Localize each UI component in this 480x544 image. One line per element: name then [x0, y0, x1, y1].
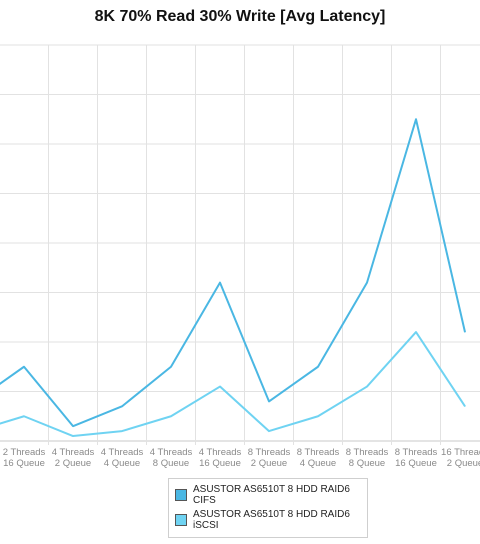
data-point-0-10: [464, 331, 466, 333]
x-tick-label: 4 Threads 16 Queue: [199, 447, 242, 469]
data-point-0-1: [23, 366, 25, 368]
data-point-0-4: [170, 366, 172, 368]
data-point-1-2: [72, 435, 74, 437]
x-tick-label: 8 Threads 16 Queue: [395, 447, 438, 469]
data-point-1-5: [219, 386, 221, 388]
grid-lines: [0, 44, 480, 445]
legend-label-iscsi: ASUSTOR AS6510T 8 HDD RAID6 iSCSI: [193, 509, 350, 531]
chart-title: 8K 70% Read 30% Write [Avg Latency]: [94, 8, 386, 25]
series-lines: [0, 118, 466, 438]
chart-legend: ASUSTOR AS6510T 8 HDD RAID6 CIFS ASUSTOR…: [168, 478, 368, 538]
x-tick-label: 4 Threads 4 Queue: [101, 447, 144, 469]
data-point-1-8: [366, 386, 368, 388]
data-point-1-1: [23, 415, 25, 417]
data-point-1-10: [464, 405, 466, 407]
x-tick-label: 8 Threads 2 Queue: [248, 447, 291, 469]
data-point-0-5: [219, 282, 221, 284]
data-point-0-8: [366, 282, 368, 284]
data-point-1-4: [170, 415, 172, 417]
data-point-1-6: [268, 430, 270, 432]
legend-label-cifs: ASUSTOR AS6510T 8 HDD RAID6 CIFS: [193, 484, 350, 506]
x-tick-label: 8 Threads 4 Queue: [297, 447, 340, 469]
series-line-0: [0, 118, 466, 428]
legend-swatch-iscsi: [175, 514, 187, 526]
data-point-0-7: [317, 366, 319, 368]
data-point-1-7: [317, 415, 319, 417]
data-point-0-6: [268, 400, 270, 402]
x-tick-label: 8 Threads 8 Queue: [346, 447, 389, 469]
legend-item-cifs[interactable]: ASUSTOR AS6510T 8 HDD RAID6 CIFS: [175, 484, 361, 506]
data-point-0-3: [121, 405, 123, 407]
data-point-0-9: [415, 118, 417, 120]
data-point-1-3: [121, 430, 123, 432]
data-point-1-9: [415, 331, 417, 333]
series-line-1: [0, 331, 466, 438]
x-tick-label: 4 Threads 8 Queue: [150, 447, 193, 469]
x-tick-label: 4 Threads 2 Queue: [52, 447, 95, 469]
legend-item-iscsi[interactable]: ASUSTOR AS6510T 8 HDD RAID6 iSCSI: [175, 509, 361, 531]
x-tick-label: 2 Threads 16 Queue: [3, 447, 46, 469]
legend-swatch-cifs: [175, 489, 187, 501]
data-point-0-2: [72, 425, 74, 427]
